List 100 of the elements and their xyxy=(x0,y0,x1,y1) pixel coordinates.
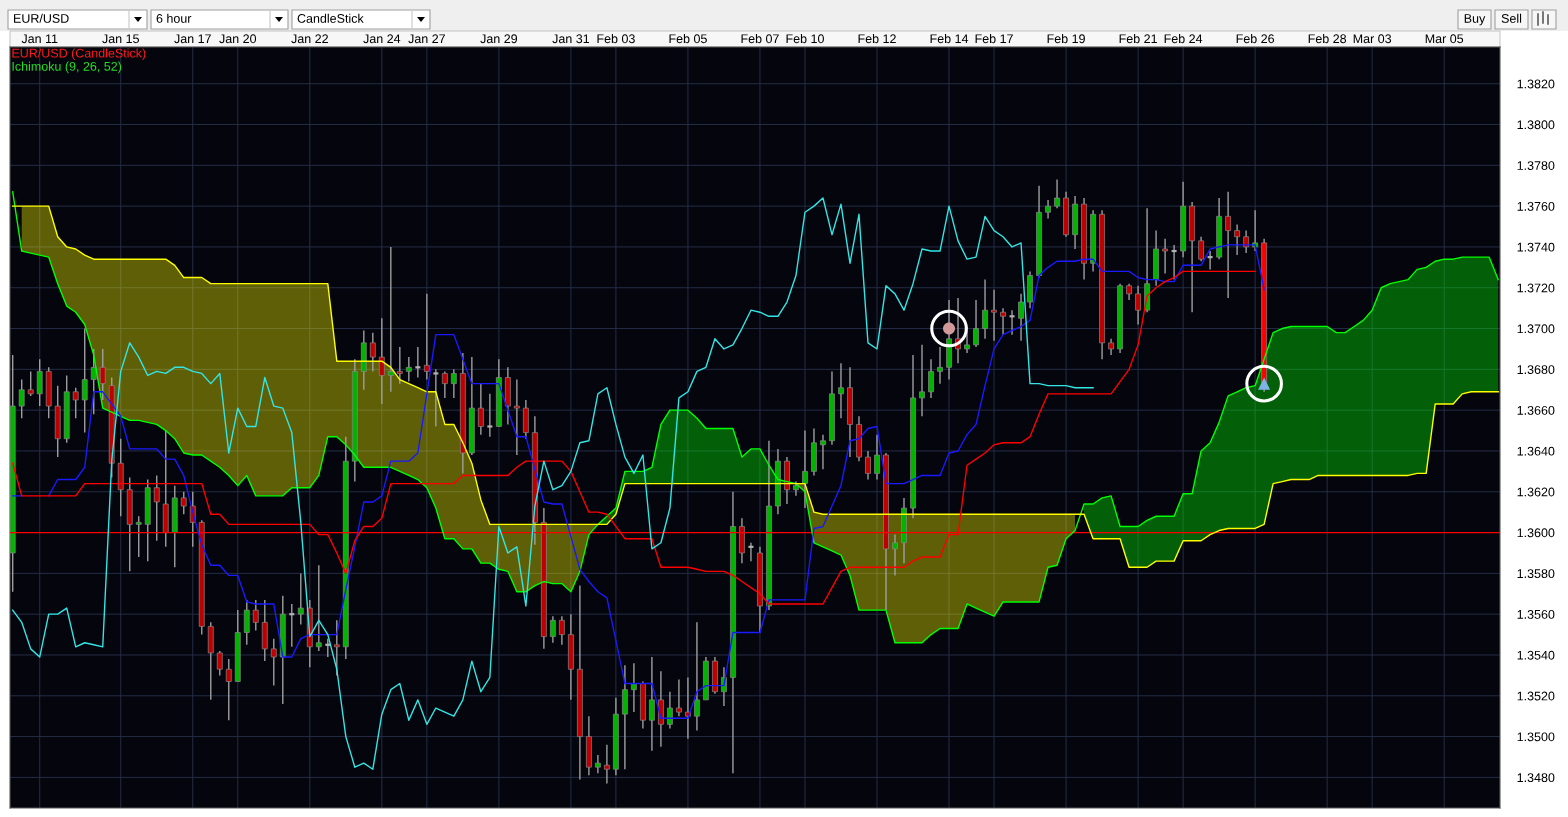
candlestick xyxy=(288,603,296,648)
candlestick xyxy=(685,676,691,740)
candlestick xyxy=(595,754,601,775)
y-tick-label: 1.3820 xyxy=(1517,79,1555,89)
y-tick-label: 1.3720 xyxy=(1517,283,1555,293)
y-tick-label: 1.3740 xyxy=(1517,242,1555,252)
candlestick xyxy=(1198,236,1204,262)
candlestick xyxy=(450,368,457,399)
chart-title: EUR/USD (CandleStick) xyxy=(12,48,146,61)
candlestick xyxy=(694,621,700,732)
y-tick-label: 1.3480 xyxy=(1517,773,1555,783)
candlestick xyxy=(423,293,430,381)
candlestick xyxy=(1162,238,1168,275)
candlestick xyxy=(865,450,871,481)
candlestick xyxy=(604,744,610,785)
text: Ichimoku (9, 26, 52) xyxy=(12,61,122,74)
candlestick xyxy=(432,368,440,428)
candlestick xyxy=(99,348,106,401)
candlestick xyxy=(378,317,385,405)
candlestick xyxy=(1170,244,1178,281)
candlestick xyxy=(919,344,925,417)
candlestick xyxy=(649,656,655,752)
candlestick xyxy=(396,346,403,385)
candlestick xyxy=(387,246,394,393)
candlestick xyxy=(369,331,376,373)
candlestick xyxy=(225,658,232,721)
y-tick-label: 1.3600 xyxy=(1517,528,1555,538)
candlestick xyxy=(153,474,160,542)
candlestick xyxy=(216,650,223,677)
candlestick xyxy=(838,362,844,420)
candlestick xyxy=(802,429,808,509)
candlestick xyxy=(36,358,43,407)
candlestick xyxy=(667,691,673,730)
text: EUR/USD xyxy=(14,13,69,23)
candlestick xyxy=(550,615,556,644)
candlestick xyxy=(324,637,332,658)
candlestick xyxy=(252,599,259,632)
line-series xyxy=(12,191,1499,644)
candlestick xyxy=(27,370,34,397)
candlestick xyxy=(477,382,484,436)
candlestick xyxy=(559,615,565,646)
candlestick xyxy=(72,387,79,420)
candlestick xyxy=(1000,307,1006,336)
x-tick-label: Jan 22 xyxy=(291,34,328,44)
candlestick xyxy=(928,358,934,399)
y-tick-label: 1.3660 xyxy=(1517,405,1555,415)
y-tick-label: 1.3800 xyxy=(1517,120,1555,130)
candlestick xyxy=(18,378,25,420)
x-tick-label: Jan 20 xyxy=(219,34,257,44)
candlestick xyxy=(81,327,88,434)
x-tick-label: Jan 31 xyxy=(552,34,590,44)
candlestick xyxy=(180,491,187,515)
candlestick xyxy=(315,564,322,652)
line-series xyxy=(12,205,1499,568)
line-series xyxy=(12,197,1094,770)
x-tick-label: Feb 14 xyxy=(930,33,969,44)
candlestick xyxy=(297,572,304,626)
x-tick-label: Feb 28 xyxy=(1308,33,1347,44)
candlestick xyxy=(1234,223,1240,256)
candlestick xyxy=(747,542,755,562)
x-tick-label: Jan 24 xyxy=(363,34,401,44)
x-tick-label: Mar 03 xyxy=(1353,34,1392,44)
x-tick-label: Feb 17 xyxy=(975,33,1013,44)
x-tick-label: Feb 19 xyxy=(1047,33,1085,44)
x-tick-label: Feb 21 xyxy=(1119,33,1157,44)
y-tick-label: 1.3500 xyxy=(1517,732,1555,742)
text: 6 hour xyxy=(156,13,192,23)
x-tick-label: Feb 05 xyxy=(669,33,707,44)
text: Buy xyxy=(1464,14,1486,26)
x-tick-label: Jan 17 xyxy=(174,34,211,44)
x-tick-label: Mar 05 xyxy=(1425,34,1464,44)
candlestick xyxy=(631,662,637,713)
candlestick xyxy=(414,346,422,379)
y-tick-label: 1.3760 xyxy=(1517,201,1555,211)
candlestick xyxy=(874,433,880,481)
x-tick-label: Feb 10 xyxy=(786,33,824,44)
x-tick-label: Feb 07 xyxy=(741,33,779,44)
candlestick xyxy=(333,619,340,677)
candlestick xyxy=(1206,250,1214,271)
candlestick xyxy=(514,378,520,456)
y-tick-label: 1.3560 xyxy=(1517,609,1555,619)
x-tick-label: Jan 29 xyxy=(480,34,518,44)
text: Sell xyxy=(1501,13,1522,23)
candlestick xyxy=(1008,309,1016,336)
candlestick xyxy=(676,678,682,717)
candlestick xyxy=(486,393,494,438)
y-tick-label: 1.3540 xyxy=(1517,650,1555,660)
text: CandleStick xyxy=(297,13,364,23)
x-tick-label: Feb 12 xyxy=(858,33,896,44)
candlestick xyxy=(270,637,277,687)
candlestick xyxy=(1054,178,1060,209)
candlestick xyxy=(405,356,412,383)
x-tick-label: Jan 15 xyxy=(102,34,139,44)
x-tick-label: Jan 11 xyxy=(21,34,58,44)
candlestick xyxy=(937,346,943,385)
y-tick-label: 1.3700 xyxy=(1517,324,1555,334)
y-tick-label: 1.3520 xyxy=(1517,691,1555,701)
candlestick xyxy=(441,370,448,399)
x-tick-label: Feb 24 xyxy=(1164,33,1203,44)
candlestick xyxy=(1135,285,1141,326)
